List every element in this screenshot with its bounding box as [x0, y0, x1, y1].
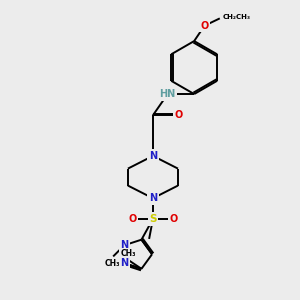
Text: O: O: [200, 21, 208, 31]
Text: N: N: [120, 258, 128, 268]
Text: N: N: [149, 151, 157, 161]
Text: O: O: [169, 214, 178, 224]
Text: N: N: [120, 240, 128, 250]
Text: CH₂CH₃: CH₂CH₃: [222, 14, 250, 20]
Text: N: N: [149, 193, 157, 203]
Text: CH₃: CH₃: [121, 249, 136, 258]
Text: CH₃: CH₃: [105, 260, 120, 268]
Text: O: O: [174, 110, 183, 120]
Text: S: S: [149, 214, 157, 224]
Text: O: O: [128, 214, 136, 224]
Text: HN: HN: [160, 89, 176, 99]
